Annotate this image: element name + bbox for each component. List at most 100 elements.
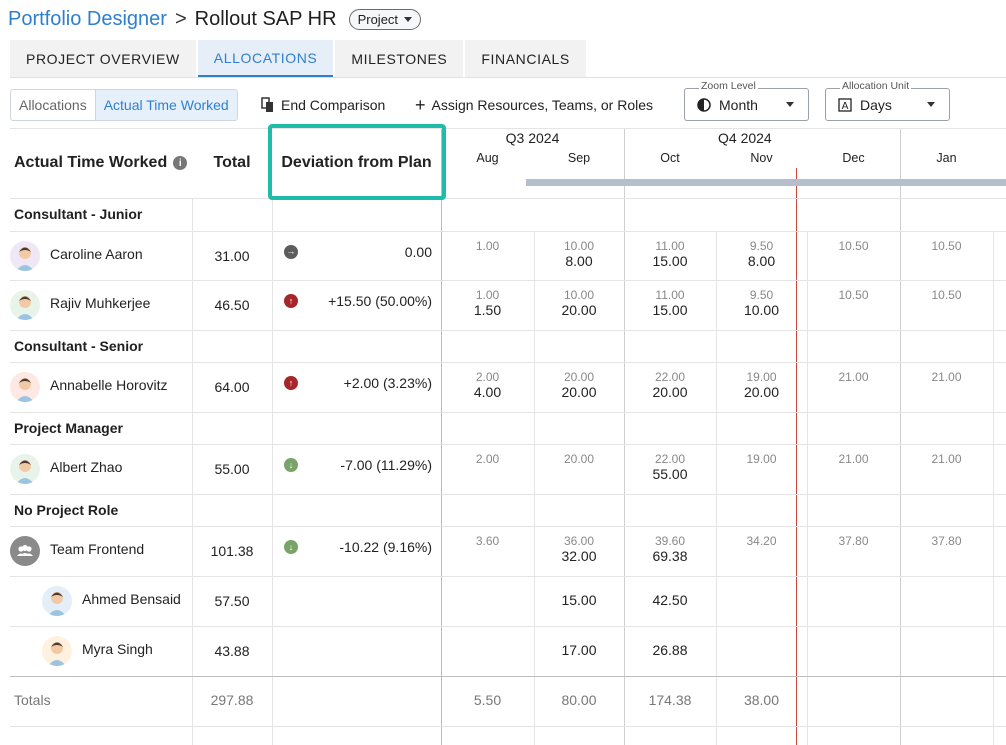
- planned-value: 10.50: [838, 288, 869, 302]
- tab-project-overview[interactable]: PROJECT OVERVIEW: [10, 40, 196, 77]
- planned-value: 11.00: [655, 239, 685, 253]
- allocation-unit-select[interactable]: Allocation Unit A Days: [825, 80, 950, 121]
- actual-value[interactable]: 20.00: [561, 384, 597, 400]
- trend-down-icon: ↓: [284, 540, 298, 554]
- end-comparison-button[interactable]: End Comparison: [261, 94, 385, 116]
- quarter-header: Q4 2024: [624, 128, 900, 148]
- trend-neutral-icon: →: [284, 244, 298, 259]
- actual-value[interactable]: 8.00: [565, 253, 593, 269]
- avatar: [10, 372, 40, 402]
- toggle-allocations[interactable]: Allocations: [19, 97, 87, 113]
- breadcrumb-app-link[interactable]: Portfolio Designer: [8, 7, 167, 30]
- planned-value: 36.00: [563, 534, 595, 548]
- planned-value: 2.00: [475, 452, 500, 466]
- breadcrumb: Portfolio Designer > Rollout SAP HR Proj…: [8, 6, 422, 32]
- deviation-value: -7.00 (11.29%): [340, 457, 432, 473]
- allocation-grid: Q3 2024 Q4 2024 Aug Sep Oct Nov Dec Jan …: [10, 128, 1006, 745]
- planned-value: 19.00: [746, 452, 777, 466]
- today-marker: [796, 168, 797, 745]
- row-divider: [10, 231, 1006, 232]
- planned-value: 37.80: [931, 534, 962, 548]
- actual-value[interactable]: 26.88: [652, 642, 688, 658]
- col-header-total: Total: [213, 154, 251, 171]
- resource-name: Albert Zhao: [50, 459, 123, 475]
- actual-value[interactable]: 69.38: [652, 548, 688, 564]
- actual-value[interactable]: 4.00: [473, 384, 502, 400]
- actual-value[interactable]: 32.00: [561, 548, 597, 564]
- chevron-down-icon: [404, 16, 413, 22]
- actual-value[interactable]: 15.00: [561, 592, 597, 608]
- resource-name: Annabelle Horovitz: [50, 377, 168, 393]
- planned-value: 22.00: [654, 452, 686, 466]
- page-title: Rollout SAP HR: [194, 7, 337, 30]
- planned-value: 10.00: [563, 239, 595, 253]
- tab-milestones[interactable]: MILESTONES: [335, 40, 464, 77]
- avatar: [42, 636, 72, 666]
- group-header: Consultant - Junior: [14, 206, 143, 222]
- actual-value[interactable]: 17.00: [561, 642, 597, 658]
- toggle-actual-time-worked[interactable]: Actual Time Worked: [94, 90, 237, 120]
- planned-value: 22.00: [654, 370, 686, 384]
- planned-value: 21.00: [931, 370, 962, 384]
- row-divider: [10, 726, 1006, 727]
- actual-value[interactable]: 10.00: [743, 302, 780, 318]
- avatar: [10, 290, 40, 320]
- assign-resources-label: Assign Resources, Teams, or Roles: [431, 97, 654, 113]
- project-type-dropdown[interactable]: Project: [348, 8, 422, 30]
- totals-total: 297.88: [210, 692, 254, 708]
- totals-month-value: 5.50: [473, 692, 502, 708]
- actual-value[interactable]: 15.00: [652, 302, 688, 318]
- month-divider: [716, 231, 717, 745]
- trend-up-icon: ↑: [284, 294, 298, 308]
- totals-month-value: 80.00: [561, 692, 597, 708]
- avatar: [42, 586, 72, 616]
- actual-value[interactable]: 20.00: [561, 302, 597, 318]
- resource-total: 55.00: [214, 461, 250, 477]
- resource-name: Myra Singh: [82, 641, 153, 657]
- planned-value: 10.50: [838, 239, 869, 253]
- planned-value: 10.50: [931, 239, 962, 253]
- row-divider: [10, 330, 1006, 331]
- actual-value[interactable]: 42.50: [652, 592, 688, 608]
- tab-financials[interactable]: FINANCIALS: [465, 40, 586, 77]
- group-header: No Project Role: [14, 502, 119, 518]
- tab-divider: [10, 77, 1006, 78]
- totals-month-value: 38.00: [743, 692, 780, 708]
- project-timeline-bar: [526, 179, 1006, 186]
- row-divider: [10, 526, 1006, 527]
- deviation-value: -10.22 (9.16%): [339, 539, 432, 555]
- actual-value[interactable]: 20.00: [652, 384, 688, 400]
- trend-down-icon: ↓: [284, 458, 298, 472]
- svg-text:A: A: [842, 101, 849, 112]
- actual-value[interactable]: 20.00: [743, 384, 780, 400]
- resource-total: 57.50: [214, 593, 250, 609]
- allocation-unit-legend: Allocation Unit: [840, 80, 912, 92]
- resource-total: 43.88: [214, 643, 250, 659]
- chevron-down-icon: [786, 102, 794, 107]
- chevron-down-icon: [927, 102, 935, 107]
- quarter-divider: [624, 128, 625, 745]
- zoom-level-value: Month: [719, 96, 758, 113]
- quarter-divider: [900, 128, 901, 745]
- tab-allocations[interactable]: ALLOCATIONS: [197, 40, 334, 77]
- row-divider: [10, 128, 1006, 129]
- actual-value[interactable]: 8.00: [747, 253, 776, 269]
- month-header: Aug: [476, 151, 499, 165]
- planned-value: 20.00: [563, 452, 595, 466]
- resource-total: 31.00: [214, 247, 250, 264]
- quarter-label: Q4 2024: [718, 130, 772, 146]
- planned-value: 34.20: [746, 534, 777, 548]
- actual-value[interactable]: 55.00: [652, 466, 688, 482]
- row-divider: [10, 412, 1006, 413]
- breadcrumb-separator: >: [174, 7, 187, 30]
- actual-value[interactable]: 1.50: [473, 302, 502, 318]
- col-header-resource: Actual Time Worked i: [14, 128, 188, 198]
- assign-resources-button[interactable]: + Assign Resources, Teams, or Roles: [415, 94, 653, 116]
- planned-value: 1.00: [475, 288, 500, 302]
- info-icon[interactable]: i: [173, 156, 188, 170]
- deviation-value: 0.00: [404, 243, 432, 260]
- month-header: Nov: [750, 151, 773, 165]
- totals-month-value: 174.38: [648, 692, 692, 708]
- zoom-level-select[interactable]: Zoom Level Month: [684, 80, 809, 121]
- actual-value[interactable]: 15.00: [652, 253, 688, 269]
